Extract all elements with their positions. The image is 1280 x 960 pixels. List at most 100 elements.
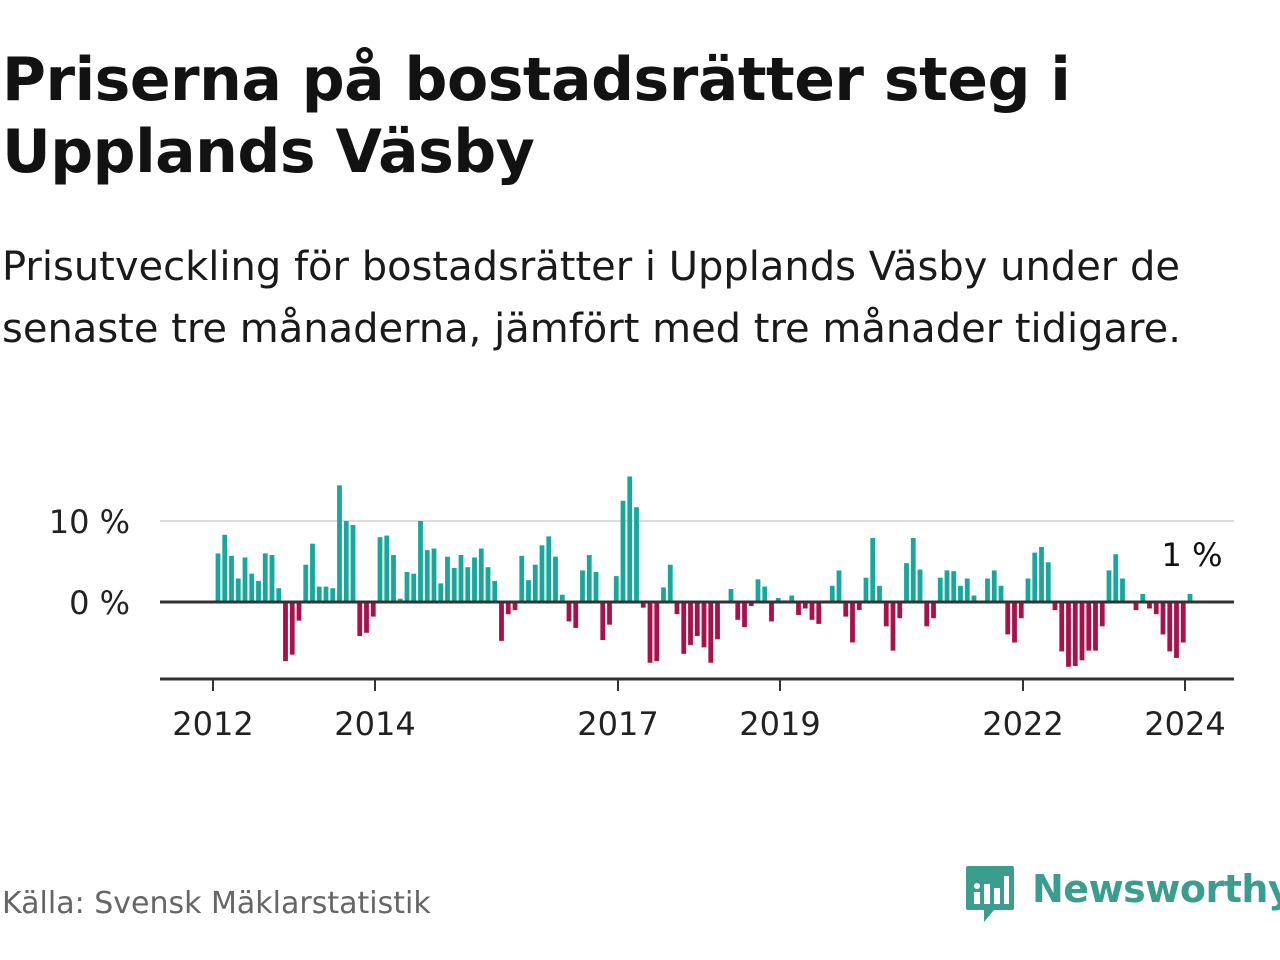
bar xyxy=(816,602,822,624)
bar xyxy=(755,579,761,602)
bar xyxy=(958,585,963,602)
bar xyxy=(431,548,437,602)
bar xyxy=(418,521,423,602)
bar xyxy=(546,536,552,602)
bar xyxy=(674,602,680,615)
bar xyxy=(316,586,322,602)
labels: 0 % 10 % 2012 2014 2017 2019 2022 2024 1 % xyxy=(49,503,1226,743)
bar xyxy=(553,556,558,602)
bar xyxy=(917,569,923,602)
bar xyxy=(512,602,518,611)
bar xyxy=(991,570,997,602)
bar xyxy=(526,580,531,602)
bar xyxy=(1059,602,1065,652)
bar xyxy=(438,583,444,602)
bar xyxy=(586,555,592,602)
bar xyxy=(566,602,572,622)
bar xyxy=(593,572,599,602)
bar xyxy=(910,538,916,602)
bar xyxy=(640,602,646,608)
bar xyxy=(1005,602,1011,635)
bar xyxy=(1086,602,1092,651)
bar xyxy=(215,553,221,602)
bar xyxy=(377,537,383,602)
bar xyxy=(1120,578,1125,602)
bar xyxy=(924,602,930,627)
bar xyxy=(1187,593,1193,602)
bar xyxy=(458,555,464,602)
bar xyxy=(1039,546,1044,602)
bar xyxy=(532,564,538,602)
bar xyxy=(1012,602,1017,643)
bar xyxy=(688,602,693,645)
x-tick-label: 2017 xyxy=(577,705,658,743)
bar xyxy=(391,555,396,602)
bar xyxy=(539,545,545,602)
bar xyxy=(850,602,855,643)
bar xyxy=(445,556,450,602)
bar xyxy=(627,476,633,602)
x-tick-label: 2012 xyxy=(172,705,253,743)
bar xyxy=(769,602,774,622)
bar xyxy=(600,602,606,641)
bar xyxy=(728,589,734,602)
bar xyxy=(222,534,228,602)
bar xyxy=(985,578,990,602)
bar xyxy=(580,570,585,602)
bar xyxy=(775,597,781,602)
bar xyxy=(802,602,808,609)
bar xyxy=(937,577,943,602)
bar xyxy=(964,578,970,602)
source-note: Källa: Svensk Mäklarstatistik xyxy=(2,886,431,921)
bar xyxy=(485,567,491,602)
bar xyxy=(229,555,234,602)
bar xyxy=(451,567,457,602)
bar xyxy=(735,602,741,620)
bar xyxy=(573,602,579,628)
bar xyxy=(634,507,639,602)
bar xyxy=(310,543,315,602)
bar xyxy=(343,521,349,602)
bar xyxy=(303,564,309,602)
bar xyxy=(944,570,950,602)
bar xyxy=(904,563,909,602)
bar xyxy=(883,602,889,627)
bar xyxy=(465,567,471,602)
bar xyxy=(1140,593,1146,602)
bar xyxy=(505,602,511,615)
bar xyxy=(694,602,700,637)
x-tick-label: 2019 xyxy=(739,705,820,743)
bar xyxy=(829,585,835,602)
bar xyxy=(863,577,869,602)
y-tick-label: 10 % xyxy=(49,503,130,541)
x-tick-label: 2024 xyxy=(1144,705,1225,743)
bar xyxy=(870,538,876,602)
bar xyxy=(519,555,525,602)
bar xyxy=(742,602,747,628)
bar xyxy=(661,587,666,602)
bar xyxy=(809,602,815,620)
bar xyxy=(269,555,275,602)
bar xyxy=(877,585,882,602)
last-value-label: 1 % xyxy=(1162,536,1223,574)
x-tick-label: 2014 xyxy=(334,705,415,743)
bar xyxy=(1147,602,1152,609)
bar xyxy=(276,588,282,602)
bar xyxy=(1025,578,1031,602)
bar xyxy=(701,602,707,648)
bar xyxy=(1072,602,1078,666)
chart-subtitle: Prisutveckling för bostadsrätter i Uppla… xyxy=(2,244,1181,352)
bar xyxy=(998,585,1004,602)
bar xyxy=(235,578,241,602)
bar xyxy=(283,602,288,662)
bar xyxy=(330,588,336,602)
bar xyxy=(654,602,660,662)
bar xyxy=(1174,602,1179,658)
bar xyxy=(424,550,430,602)
bar xyxy=(796,602,801,615)
bar xyxy=(890,602,896,651)
bar xyxy=(667,564,673,602)
x-tick-label: 2022 xyxy=(982,705,1063,743)
bar xyxy=(411,573,417,602)
bar xyxy=(1167,602,1173,652)
